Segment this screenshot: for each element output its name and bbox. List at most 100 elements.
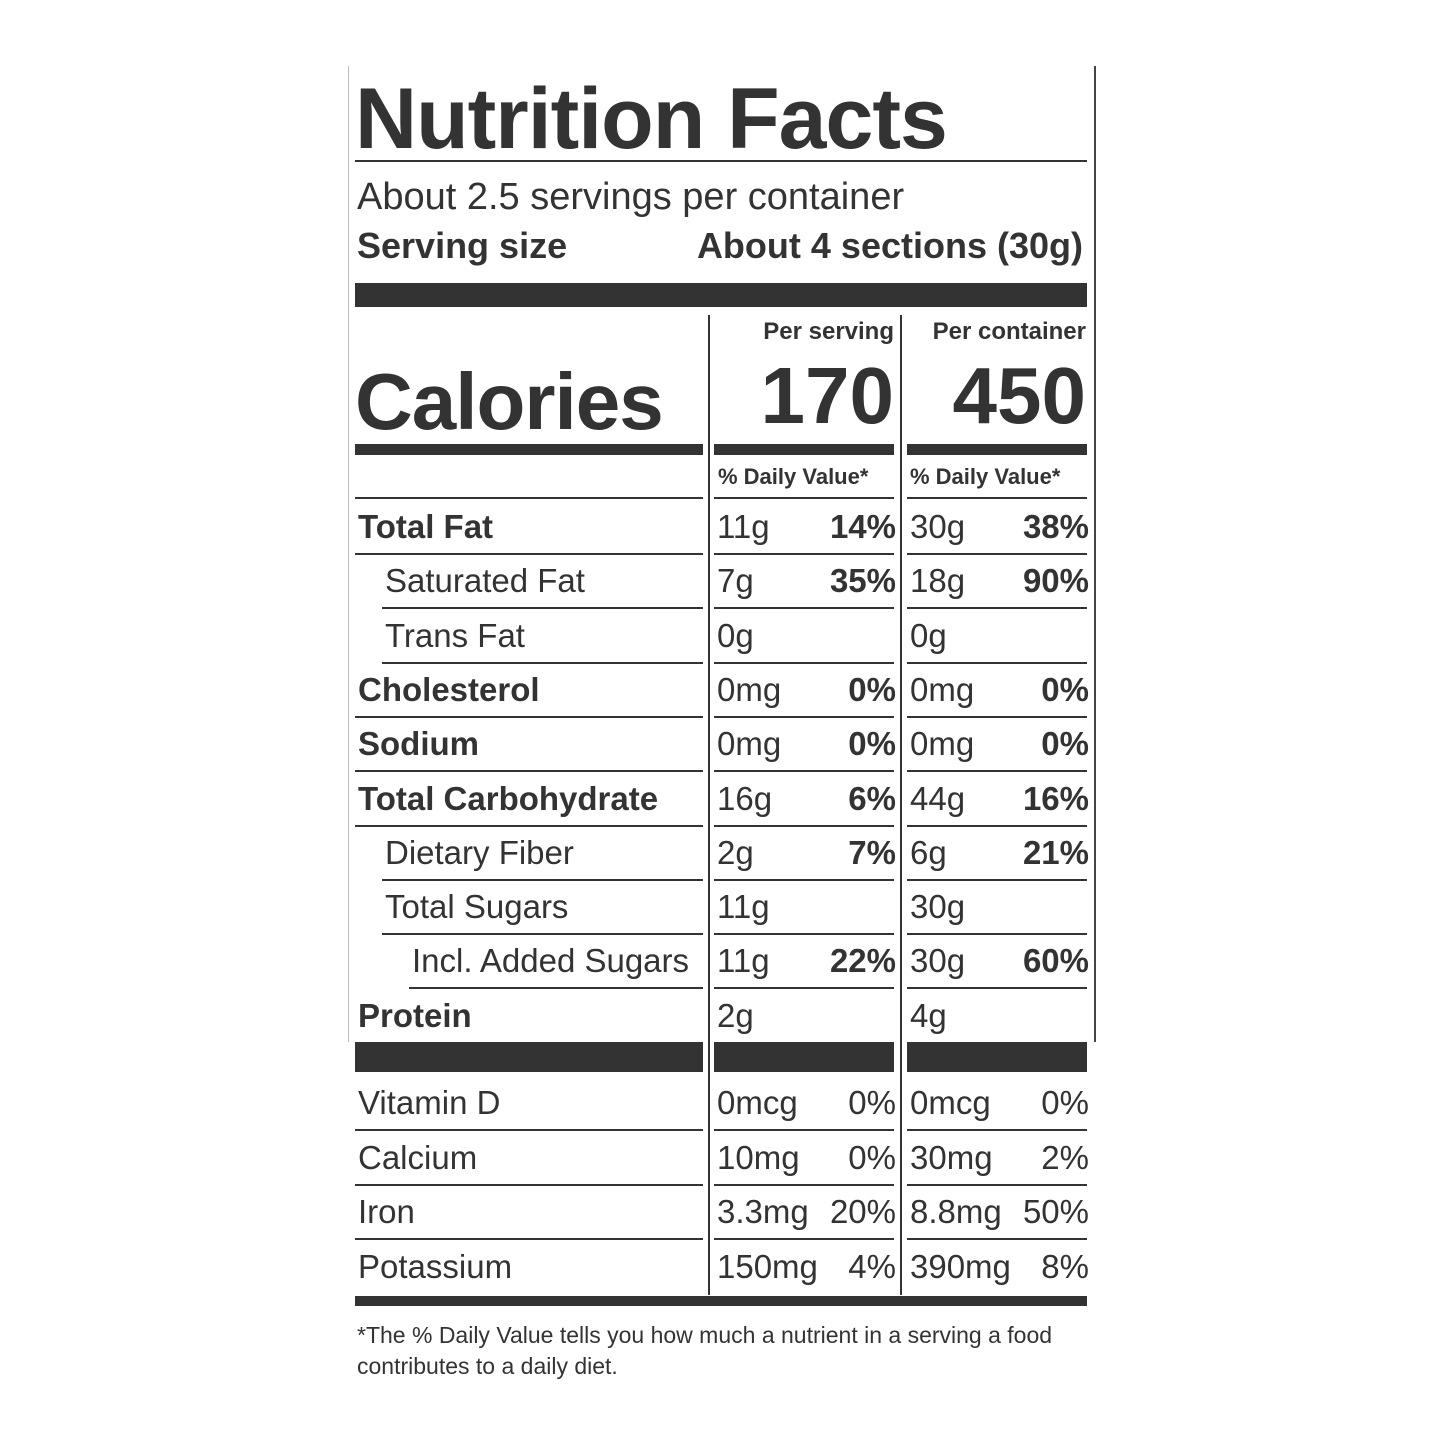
- row-rule: [714, 824, 894, 827]
- nutrient-name: Dietary Fiber: [385, 833, 574, 871]
- daily-value: 60%: [1022, 942, 1089, 980]
- row-rule: [714, 1183, 894, 1186]
- footnote: *The % Daily Value tells you how much a …: [357, 1322, 1053, 1379]
- nutrient-name: Total Fat: [358, 508, 494, 545]
- thick-rule: [907, 1042, 1087, 1072]
- row-rule: [355, 715, 703, 718]
- row-rule: [355, 1238, 703, 1240]
- row-rule: [382, 607, 703, 610]
- daily-value: 0%: [1041, 725, 1089, 763]
- row-rule: [907, 497, 1087, 499]
- row-rule: [714, 553, 894, 555]
- row-rule: [907, 607, 1087, 610]
- nutrient-name: Total Carbohydrate: [358, 779, 659, 817]
- nutrient-name: Total Sugars: [385, 888, 569, 926]
- row-rule: [355, 497, 703, 499]
- amount: 390mg: [910, 1247, 1011, 1285]
- row-rule: [355, 1129, 703, 1131]
- row-rule: [907, 715, 1087, 718]
- dv-header: % Daily Value*: [910, 464, 1061, 489]
- thick-rule: [355, 1296, 1087, 1306]
- nutrient-name: Trans Fat: [385, 616, 525, 654]
- row-rule: [714, 715, 894, 718]
- thick-rule: [714, 1042, 894, 1072]
- row-rule: [907, 987, 1087, 990]
- amount: 7g: [717, 562, 754, 600]
- daily-value: 50%: [1022, 1193, 1089, 1230]
- amount: 0mg: [910, 670, 975, 708]
- amount: 30g: [910, 888, 966, 926]
- amount: 3.3mg: [717, 1193, 809, 1230]
- daily-value: 0%: [848, 1138, 896, 1176]
- daily-value: 90%: [1022, 562, 1089, 600]
- nutrient-name: Incl. Added Sugars: [412, 942, 690, 980]
- row-rule: [907, 824, 1087, 827]
- thick-rule: [355, 1042, 703, 1072]
- serving-size-value: About 4 sections (30g): [696, 225, 1083, 266]
- calories-label: Calories: [355, 357, 664, 446]
- daily-value: 16%: [1022, 779, 1089, 817]
- nutrient-name: Sodium: [358, 725, 479, 763]
- amount: 0mg: [717, 670, 782, 708]
- daily-value: 2%: [1041, 1138, 1089, 1176]
- amount: 11g: [717, 508, 770, 545]
- amount: 0mg: [717, 725, 782, 763]
- row-rule: [714, 770, 894, 773]
- row-rule: [714, 1129, 894, 1131]
- amount: 18g: [910, 562, 966, 600]
- per-serving-header: Per serving: [763, 318, 894, 345]
- amount: 4g: [910, 996, 947, 1034]
- row-rule: [355, 824, 703, 827]
- title: Nutrition Facts: [355, 71, 948, 167]
- amount: 30mg: [910, 1138, 993, 1176]
- amount: 44g: [910, 779, 966, 817]
- daily-value: 20%: [829, 1193, 896, 1230]
- row-rule: [382, 661, 703, 664]
- daily-value: 22%: [829, 942, 896, 980]
- calories-per-container: 450: [952, 351, 1086, 440]
- row-rule: [714, 1238, 894, 1240]
- amount: 0mcg: [717, 1084, 798, 1121]
- calories-rule: [907, 444, 1087, 455]
- serving-size-label: Serving size: [357, 225, 568, 266]
- row-rule: [409, 987, 703, 990]
- nutrient-name: Saturated Fat: [385, 562, 585, 600]
- amount: 8.8mg: [910, 1193, 1002, 1230]
- daily-value: 0%: [848, 725, 896, 763]
- row-rule: [714, 661, 894, 664]
- nutrient-name: Iron: [358, 1193, 415, 1230]
- daily-value: 0%: [1041, 1084, 1089, 1121]
- row-rule: [907, 661, 1087, 664]
- amount: 2g: [717, 833, 754, 871]
- servings-per-container: About 2.5 servings per container: [357, 176, 905, 218]
- daily-value: 0%: [848, 670, 896, 708]
- row-rule: [907, 1129, 1087, 1131]
- row-rule: [907, 1238, 1087, 1240]
- amount: 0mcg: [910, 1084, 991, 1121]
- row-rule: [714, 607, 894, 610]
- daily-value: 21%: [1022, 833, 1089, 871]
- amount: 30g: [910, 942, 966, 980]
- dv-header: % Daily Value*: [718, 464, 869, 489]
- daily-value: 4%: [848, 1247, 896, 1285]
- rule: [355, 160, 1087, 162]
- amount: 0g: [910, 616, 947, 654]
- thick-rule: [355, 283, 1087, 307]
- row-rule: [907, 933, 1087, 936]
- amount: 10mg: [717, 1138, 800, 1176]
- row-rule: [714, 933, 894, 936]
- nutrient-name: Cholesterol: [358, 670, 540, 708]
- daily-value: 35%: [829, 562, 896, 600]
- daily-value: 0%: [848, 1084, 896, 1121]
- row-rule: [355, 770, 703, 773]
- row-rule: [907, 1183, 1087, 1186]
- nutrient-name: Vitamin D: [358, 1084, 501, 1121]
- calories-per-serving: 170: [760, 351, 894, 440]
- daily-value: 14%: [829, 508, 896, 545]
- row-rule: [907, 553, 1087, 555]
- amount: 6g: [910, 833, 947, 871]
- row-rule: [907, 770, 1087, 773]
- nutrient-name: Protein: [358, 996, 472, 1034]
- amount: 0mg: [910, 725, 975, 763]
